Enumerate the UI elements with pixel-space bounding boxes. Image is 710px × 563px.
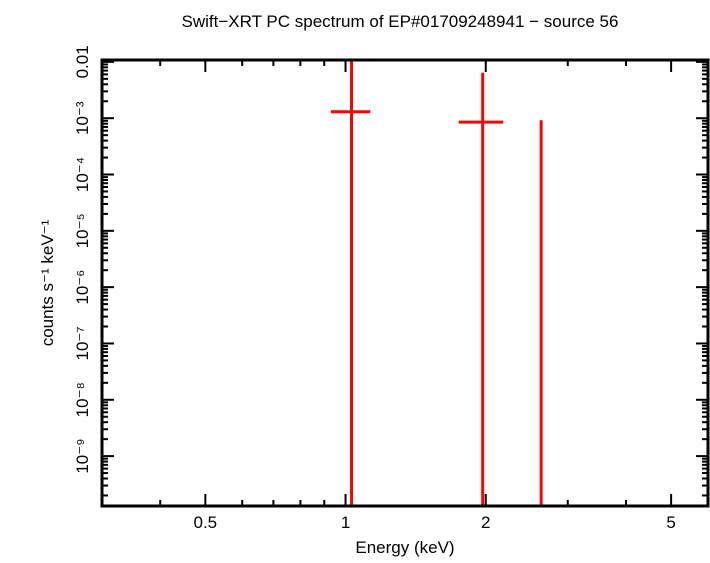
chart-title: Swift−XRT PC spectrum of EP#01709248941 … bbox=[182, 12, 619, 31]
y-tick-label: 10⁻⁷ bbox=[73, 326, 92, 360]
x-axis-label: Energy (keV) bbox=[355, 538, 454, 557]
plot-frame bbox=[100, 58, 710, 508]
x-tick-label: 2 bbox=[481, 513, 490, 532]
y-tick-label: 0.01 bbox=[73, 45, 92, 78]
y-tick-label: 10⁻⁶ bbox=[73, 270, 92, 305]
x-tick-label: 1 bbox=[341, 513, 350, 532]
y-tick-label: 10⁻⁹ bbox=[73, 439, 92, 474]
y-tick-label: 10⁻³ bbox=[73, 101, 92, 135]
y-tick-label: 10⁻⁸ bbox=[73, 382, 92, 417]
y-tick-label: 10⁻⁴ bbox=[73, 157, 92, 192]
y-tick-label: 10⁻⁵ bbox=[73, 213, 92, 248]
x-tick-label: 5 bbox=[666, 513, 675, 532]
y-axis-label: counts s⁻¹ keV⁻¹ bbox=[38, 219, 57, 346]
x-tick-label: 0.5 bbox=[194, 513, 218, 532]
